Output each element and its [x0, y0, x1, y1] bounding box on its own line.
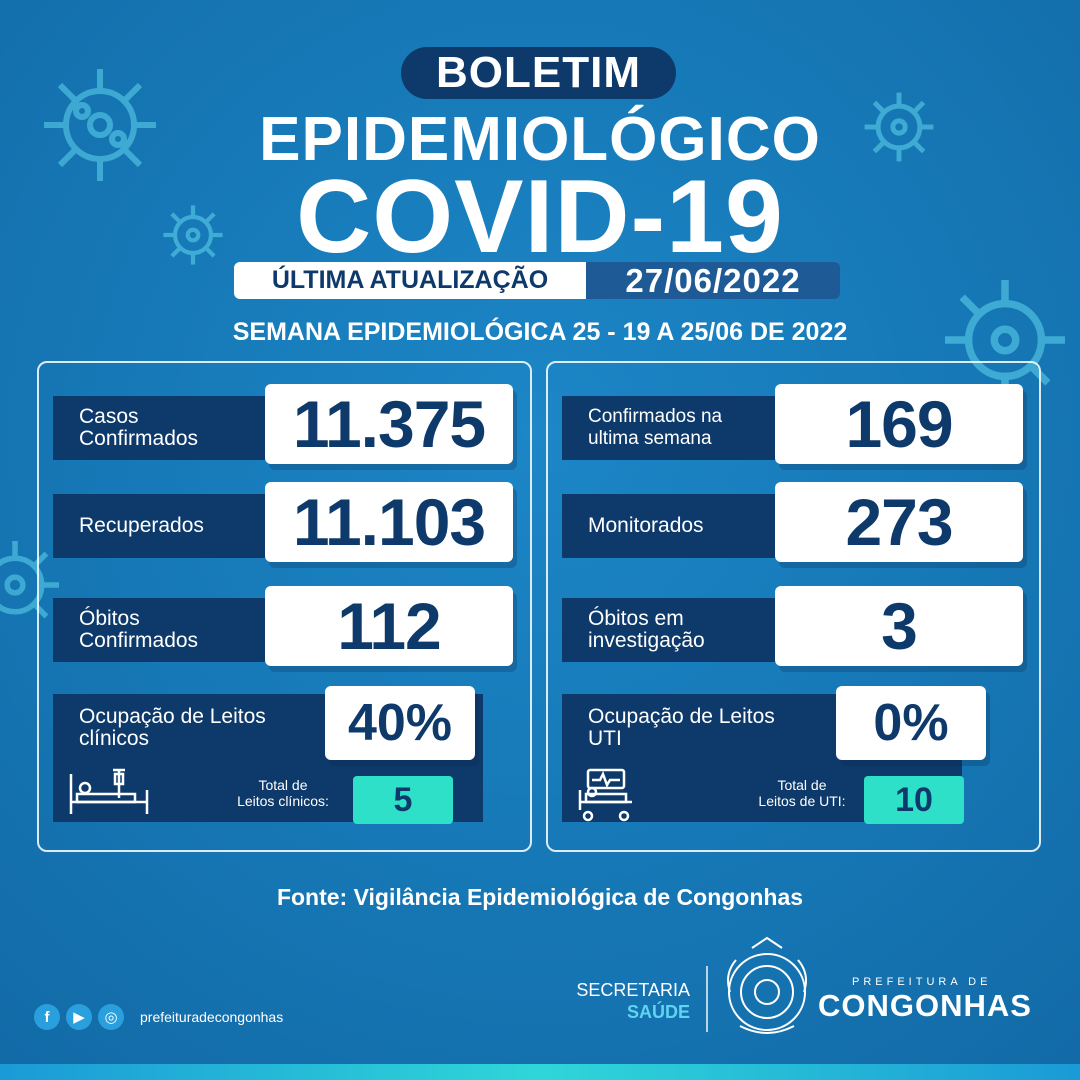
- left-panel: Casos Confirmados 11.375 Recuperados 11.1…: [37, 361, 532, 852]
- total-label: Total de Leitos de UTI:: [732, 777, 872, 809]
- prefeitura-line2: CONGONHAS: [818, 988, 1032, 1023]
- stat-label-line2: Confirmados: [79, 629, 199, 652]
- occupancy-percent: 40%: [325, 686, 475, 760]
- title-pill: BOLETIM: [401, 47, 676, 99]
- stat-label-line1: Casos: [79, 405, 139, 428]
- occupancy-label-line2: clínicos: [79, 727, 150, 750]
- virus-icon: [163, 205, 223, 265]
- occupancy-label-line1: Ocupação de Leitos: [588, 705, 775, 728]
- stat-label-line2: Confirmados: [79, 427, 199, 450]
- secretaria-line2: SAÚDE: [626, 1002, 690, 1022]
- total-beds: 10: [864, 776, 964, 824]
- epi-week: SEMANA EPIDEMIOLÓGICA 25 - 19 A 25/06 DE…: [232, 318, 848, 346]
- title-epidemiologico: EPIDEMIOLÓGICO: [259, 105, 821, 174]
- update-bar: ÚLTIMA ATUALIZAÇÃO 27/06/2022: [234, 262, 840, 299]
- stat-label-line2: investigação: [588, 629, 705, 652]
- secretaria-line1: SECRETARIA: [576, 980, 690, 1000]
- stat-value: 169: [775, 384, 1023, 464]
- total-label-line2: Leitos de UTI:: [758, 793, 846, 809]
- right-panel: Confirmados na ultima semana 169 Monitora…: [546, 361, 1041, 852]
- social-links: f ▶ ◎ prefeituradecongonhas: [34, 1004, 283, 1030]
- virus-icon: [864, 92, 934, 162]
- stat-value: 3: [775, 586, 1023, 666]
- divider: [706, 966, 708, 1032]
- update-date: 27/06/2022: [586, 262, 840, 299]
- total-beds: 5: [353, 776, 453, 824]
- title-covid: COVID-19: [296, 159, 784, 275]
- source-note: Fonte: Vigilância Epidemiológica de Cong…: [276, 884, 804, 910]
- stat-value: 273: [775, 482, 1023, 562]
- total-label-line1: Total de: [777, 777, 827, 793]
- prefeitura-logo: PREFEITURA DE CONGONHAS: [818, 976, 1032, 1024]
- total-label-line2: Leitos clínicos:: [237, 793, 329, 809]
- occupancy-label-line1: Ocupação de Leitos: [79, 705, 266, 728]
- stat-label-line2: ultima semana: [588, 428, 712, 449]
- stat-value: 11.103: [265, 482, 513, 562]
- stat-label-line1: Óbitos: [79, 607, 140, 630]
- stat-value: 112: [265, 586, 513, 666]
- occupancy-percent: 0%: [836, 686, 986, 760]
- stat-label-line1: Confirmados na: [588, 406, 723, 427]
- bottom-accent-bar: [0, 1064, 1080, 1080]
- icu-bed-icon: [578, 768, 632, 822]
- city-seal-icon: [727, 936, 807, 1034]
- virus-icon: [0, 541, 59, 619]
- update-label: ÚLTIMA ATUALIZAÇÃO: [234, 262, 586, 299]
- stat-label-line1: Óbitos em: [588, 607, 684, 630]
- total-label: Total de Leitos clínicos:: [213, 777, 353, 809]
- youtube-icon[interactable]: ▶: [66, 1004, 92, 1030]
- total-label-line1: Total de: [258, 777, 308, 793]
- virus-icon: [44, 69, 156, 181]
- secretaria-logo: SECRETARIA SAÚDE: [530, 979, 690, 1023]
- prefeitura-line1: PREFEITURA DE: [852, 976, 992, 988]
- hospital-bed-icon: [69, 768, 149, 814]
- facebook-icon[interactable]: f: [34, 1004, 60, 1030]
- stat-value: 11.375: [265, 384, 513, 464]
- occupancy-label: Ocupação de Leitos UTI: [588, 706, 848, 750]
- social-handle[interactable]: prefeituradecongonhas: [140, 1009, 284, 1025]
- instagram-icon[interactable]: ◎: [98, 1004, 124, 1030]
- occupancy-label-line2: UTI: [588, 727, 622, 750]
- occupancy-label: Ocupação de Leitos clínicos: [79, 706, 339, 750]
